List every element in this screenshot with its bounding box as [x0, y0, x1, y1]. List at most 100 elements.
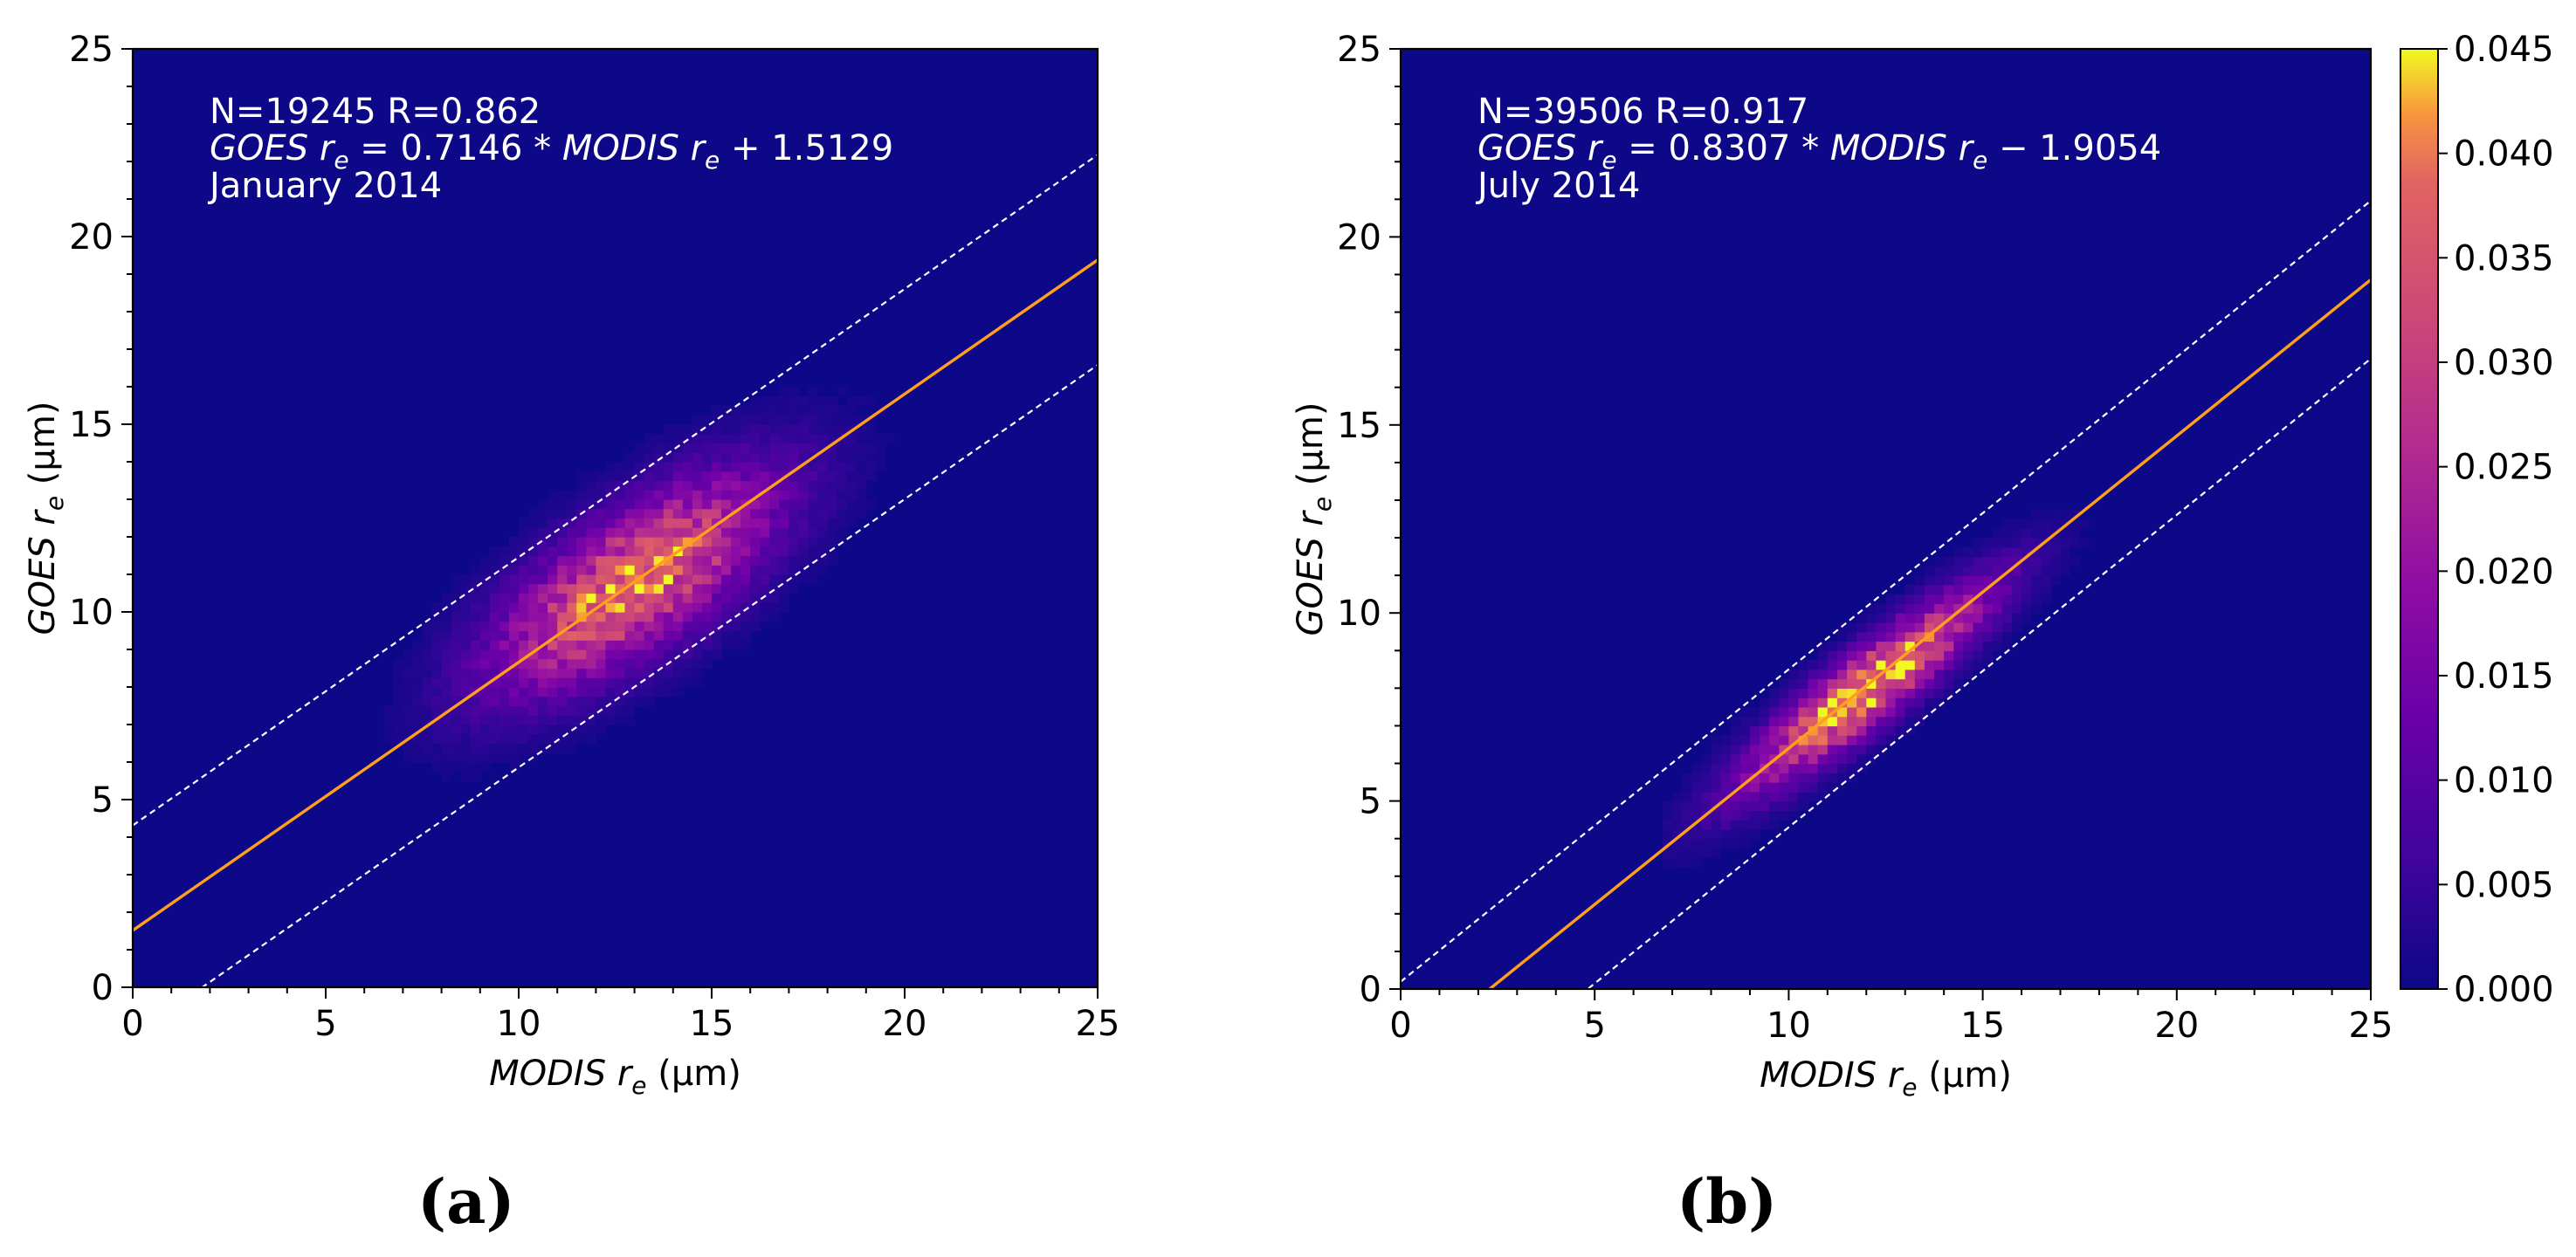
density-cell — [731, 602, 741, 613]
density-cell — [1856, 641, 1867, 651]
density-cell — [403, 649, 414, 660]
density-cell — [634, 687, 645, 697]
density-cell — [1904, 716, 1916, 727]
density-cell — [519, 649, 529, 660]
density-cell — [1769, 725, 1780, 736]
density-cell — [672, 668, 684, 678]
density-cell — [701, 452, 713, 463]
density-cell — [2001, 556, 2013, 567]
density-cell — [509, 621, 520, 632]
density-cell — [615, 490, 626, 500]
density-cell — [1827, 688, 1838, 698]
density-cell — [817, 433, 829, 444]
density-cell — [808, 574, 819, 585]
density-cell — [1691, 820, 1702, 830]
density-cell — [615, 696, 626, 707]
density-cell — [875, 443, 886, 453]
density-cell — [1992, 603, 2003, 614]
density-cell — [1847, 745, 1857, 755]
density-cell — [692, 640, 703, 650]
y-axis-label: GOES re (μm) — [1291, 402, 1337, 636]
density-cell — [1856, 622, 1867, 633]
density-cell — [557, 490, 568, 500]
density-cell — [567, 555, 577, 566]
density-cell — [605, 471, 616, 482]
density-cell — [441, 733, 452, 745]
density-cell — [1750, 773, 1760, 783]
density-cell — [470, 565, 481, 575]
density-cell — [1750, 706, 1760, 718]
density-cell — [2041, 594, 2051, 605]
density-cell — [1876, 697, 1887, 708]
density-cell — [2050, 556, 2062, 567]
density-cell — [1720, 763, 1732, 773]
density-cell — [1944, 556, 1954, 567]
density-cell — [672, 574, 684, 585]
density-cell — [721, 565, 732, 575]
density-cell — [489, 612, 500, 622]
density-cell — [479, 658, 491, 670]
density-cell — [634, 537, 645, 547]
density-cell — [1944, 631, 1954, 642]
density-cell — [624, 705, 636, 716]
density-cell — [576, 537, 587, 547]
density-cell — [1973, 566, 1984, 576]
density-cell — [760, 490, 770, 500]
density-cell — [1934, 556, 1945, 567]
density-cell — [2070, 556, 2081, 567]
density-cell — [789, 415, 800, 425]
x-tick-label: 25 — [2349, 1006, 2393, 1046]
density-cell — [731, 405, 741, 416]
density-cell — [615, 602, 626, 613]
density-cell — [1953, 622, 1964, 633]
density-cell — [557, 658, 568, 670]
density-cell — [576, 518, 587, 528]
density-cell — [644, 555, 655, 566]
density-cell — [682, 480, 693, 491]
density-cell — [827, 395, 838, 407]
density-cell — [460, 752, 472, 763]
density-cell — [1895, 622, 1906, 633]
density-cell — [489, 630, 500, 641]
density-cell — [779, 480, 790, 491]
density-cell — [509, 687, 520, 697]
density-cell — [470, 621, 481, 632]
density-cell — [1885, 669, 1897, 680]
density-cell — [1798, 753, 1809, 765]
density-cell — [519, 574, 529, 585]
density-cell — [1672, 857, 1683, 868]
density-cell — [528, 677, 539, 688]
density-cell — [634, 527, 645, 538]
density-cell — [509, 593, 520, 603]
density-cell — [2001, 641, 2013, 651]
density-cell — [1856, 745, 1867, 755]
density-cell — [624, 546, 636, 557]
density-cell — [789, 537, 800, 547]
density-cell — [682, 612, 693, 622]
density-cell — [460, 715, 472, 725]
density-cell — [489, 677, 500, 688]
density-cell — [567, 630, 577, 641]
density-cell — [653, 593, 665, 603]
density-cell — [1914, 641, 1925, 651]
density-cell — [663, 452, 674, 463]
density-cell — [672, 462, 684, 472]
density-cell — [1876, 745, 1887, 755]
density-cell — [538, 574, 548, 585]
density-cell — [567, 499, 577, 510]
density-cell — [605, 687, 616, 697]
density-cell — [431, 733, 443, 745]
density-cell — [538, 687, 548, 697]
density-cell — [509, 537, 520, 547]
density-cell — [1836, 753, 1848, 765]
density-cell — [1904, 660, 1916, 670]
density-cell — [663, 640, 674, 650]
density-cell — [431, 649, 443, 660]
density-cell — [1934, 575, 1945, 586]
density-cell — [1769, 810, 1780, 821]
density-cell — [1827, 735, 1838, 745]
density-cell — [528, 574, 539, 585]
density-cell — [557, 574, 568, 585]
density-cell — [1973, 546, 1984, 558]
density-cell — [576, 490, 587, 500]
